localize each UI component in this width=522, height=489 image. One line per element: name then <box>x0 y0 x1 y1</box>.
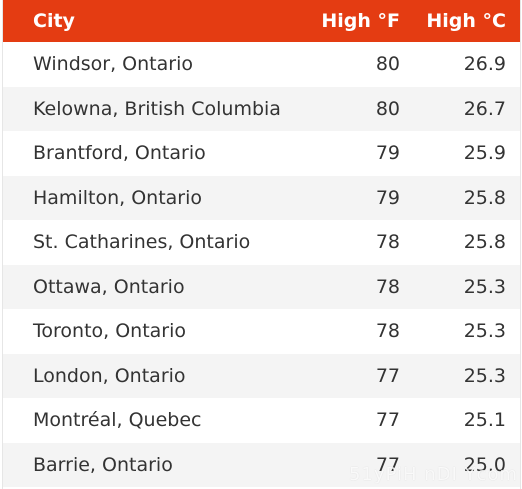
cell-city: Windsor, Ontario <box>33 53 193 76</box>
cell-city: Brantford, Ontario <box>33 142 206 165</box>
table-header: City High °F High °C <box>3 0 520 42</box>
cell-high-c: 25.1 <box>463 409 506 432</box>
cell-high-f: 78 <box>375 320 400 343</box>
cell-high-c: 25.3 <box>463 275 506 298</box>
cell-city: Toronto, Ontario <box>33 320 187 343</box>
cell-high-c: 26.7 <box>463 97 506 120</box>
cell-high-f: 79 <box>375 186 400 209</box>
cell-high-f: 80 <box>375 97 400 120</box>
cell-high-f: 78 <box>375 231 400 254</box>
cell-high-f: 77 <box>375 364 400 387</box>
cell-city: St. Catharines, Ontario <box>33 231 251 254</box>
table-row: Ottawa, Ontario 78 25.3 <box>3 264 520 309</box>
cell-city: Ottawa, Ontario <box>33 275 185 298</box>
cell-city: Montréal, Quebec <box>33 409 202 432</box>
table-row: Brantford, Ontario 79 25.9 <box>3 131 520 176</box>
table-row: St. Catharines, Ontario 78 25.8 <box>3 220 520 265</box>
column-header-high-f: High °F <box>321 10 400 32</box>
cell-city: Kelowna, British Columbia <box>33 97 281 120</box>
cell-high-f: 80 <box>375 53 400 76</box>
cell-high-c: 25.0 <box>463 453 506 476</box>
cell-high-c: 25.8 <box>463 231 506 254</box>
column-header-high-c: High °C <box>426 10 506 32</box>
column-header-city: City <box>33 10 75 32</box>
cell-high-f: 79 <box>375 142 400 165</box>
cell-city: London, Ontario <box>33 364 186 387</box>
cell-city: Barrie, Ontario <box>33 453 173 476</box>
table-row: Hamilton, Ontario 79 25.8 <box>3 175 520 220</box>
cell-high-c: 25.9 <box>463 142 506 165</box>
cell-high-f: 78 <box>375 275 400 298</box>
table-row: Montréal, Quebec 77 25.1 <box>3 398 520 443</box>
table-row: Barrie, Ontario 77 25.0 <box>3 442 520 487</box>
cell-high-c: 25.8 <box>463 186 506 209</box>
table-row: Windsor, Ontario 80 26.9 <box>3 42 520 87</box>
table-row: Kelowna, British Columbia 80 26.7 <box>3 86 520 131</box>
cell-high-c: 26.9 <box>463 53 506 76</box>
table-row: Toronto, Ontario 78 25.3 <box>3 309 520 354</box>
cell-high-c: 25.3 <box>463 320 506 343</box>
cell-city: Hamilton, Ontario <box>33 186 202 209</box>
table-row: London, Ontario 77 25.3 <box>3 353 520 398</box>
cell-high-f: 77 <box>375 453 400 476</box>
cell-high-c: 25.3 <box>463 364 506 387</box>
cell-high-f: 77 <box>375 409 400 432</box>
